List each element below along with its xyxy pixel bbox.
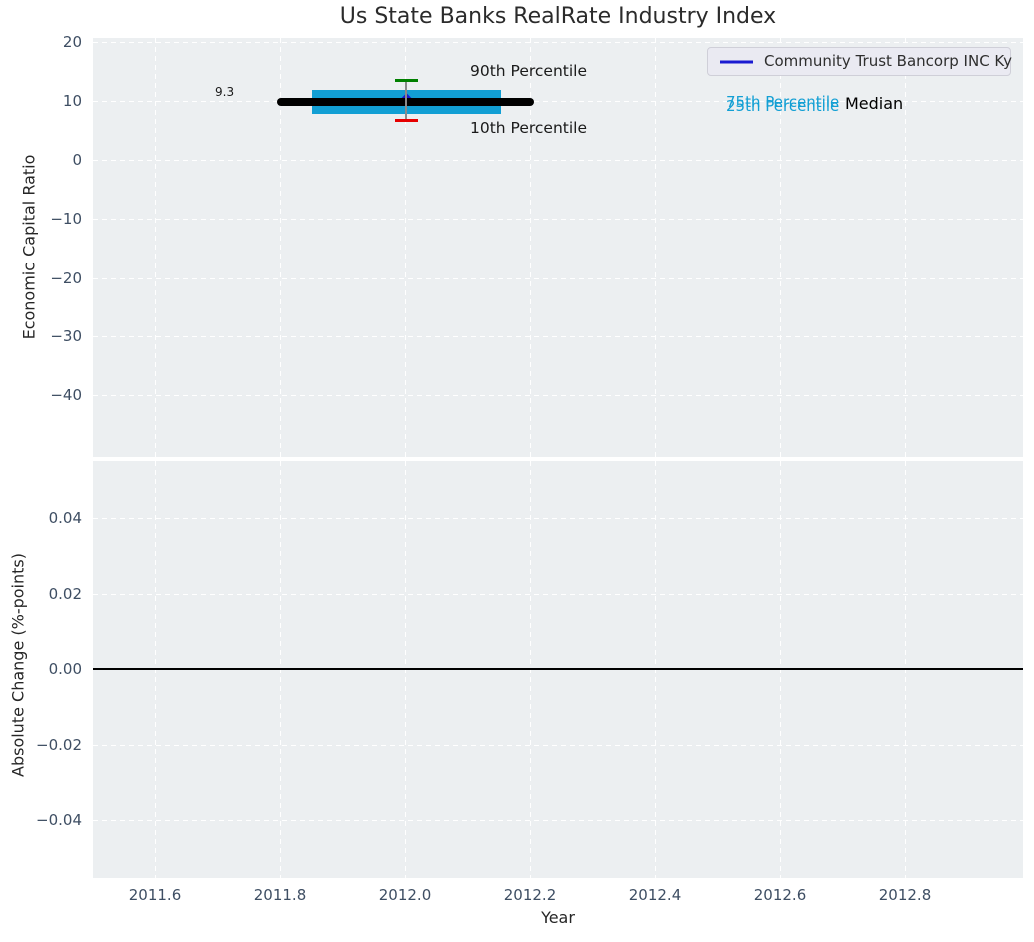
gridline-vertical <box>155 38 156 457</box>
median-label: Median <box>845 94 904 113</box>
top-axes: 9.3 90th Percentile 10th Percentile 75th… <box>93 38 1023 457</box>
x-tick-label: 2012.6 <box>753 886 807 904</box>
top-y-tick-label: 20 <box>62 33 82 52</box>
percentile-errorbar-line <box>405 80 407 120</box>
top-y-tick-label: −30 <box>50 327 82 346</box>
bottom-y-tick-label: 0.04 <box>48 509 82 527</box>
gridline-horizontal <box>93 518 1023 519</box>
top-y-tick-label: 10 <box>62 92 82 111</box>
gridline-horizontal <box>93 218 1023 220</box>
x-tick-label: 2011.6 <box>128 886 182 904</box>
top-y-tick-label: −40 <box>50 386 82 405</box>
x-tick-label: 2012.4 <box>628 886 682 904</box>
gridline-horizontal <box>93 101 1023 103</box>
x-tick-label: 2011.8 <box>253 886 307 904</box>
median-value-annotation: 9.3 <box>215 85 235 99</box>
25th-percentile-label: 25th Percentile <box>726 97 840 115</box>
10th-percentile-label: 10th Percentile <box>470 119 588 137</box>
gridline-horizontal <box>93 820 1023 821</box>
10th-percentile-cap <box>395 119 418 122</box>
zero-reference-line <box>93 668 1023 670</box>
gridline-horizontal <box>93 395 1023 397</box>
top-y-tick-label: 0 <box>72 151 82 169</box>
90th-percentile-cap <box>395 79 418 82</box>
bottom-y-tick-label: −0.04 <box>36 811 82 829</box>
legend-label: Community Trust Bancorp INC Ky <box>764 52 1013 70</box>
top-y-tick-label: −10 <box>50 209 82 228</box>
x-tick-label: 2012.0 <box>378 886 432 904</box>
legend-line-sample <box>720 60 753 63</box>
top-y-axis-label: Economic Capital Ratio <box>19 154 39 340</box>
gridline-vertical <box>655 38 656 457</box>
x-axis-label: Year <box>541 908 575 927</box>
gridline-horizontal <box>93 593 1023 595</box>
x-tick-label: 2012.8 <box>878 886 932 904</box>
gridline-horizontal <box>93 160 1023 161</box>
gridline-vertical <box>280 38 281 457</box>
gridline-vertical <box>405 38 406 457</box>
bottom-y-tick-label: −0.02 <box>36 735 82 754</box>
gridline-horizontal <box>93 336 1023 338</box>
75th-percentile-label: 75th Percentile <box>726 93 840 111</box>
top-y-tick-label: −20 <box>50 268 82 287</box>
gridline-horizontal <box>93 744 1023 746</box>
bottom-axes <box>93 461 1023 878</box>
90th-percentile-label: 90th Percentile <box>470 62 588 80</box>
gridline-vertical <box>905 38 906 457</box>
gridline-vertical <box>780 38 781 457</box>
x-tick-label: 2012.2 <box>503 886 557 904</box>
gridline-horizontal <box>93 277 1023 279</box>
gridline-vertical <box>530 38 531 457</box>
bottom-y-tick-label: 0.00 <box>48 660 82 678</box>
legend: Community Trust Bancorp INC Ky <box>707 47 1013 76</box>
chart-title: Us State Banks RealRate Industry Index <box>339 4 777 29</box>
bottom-y-tick-label: 0.02 <box>48 584 82 603</box>
gridline-horizontal <box>93 42 1023 44</box>
